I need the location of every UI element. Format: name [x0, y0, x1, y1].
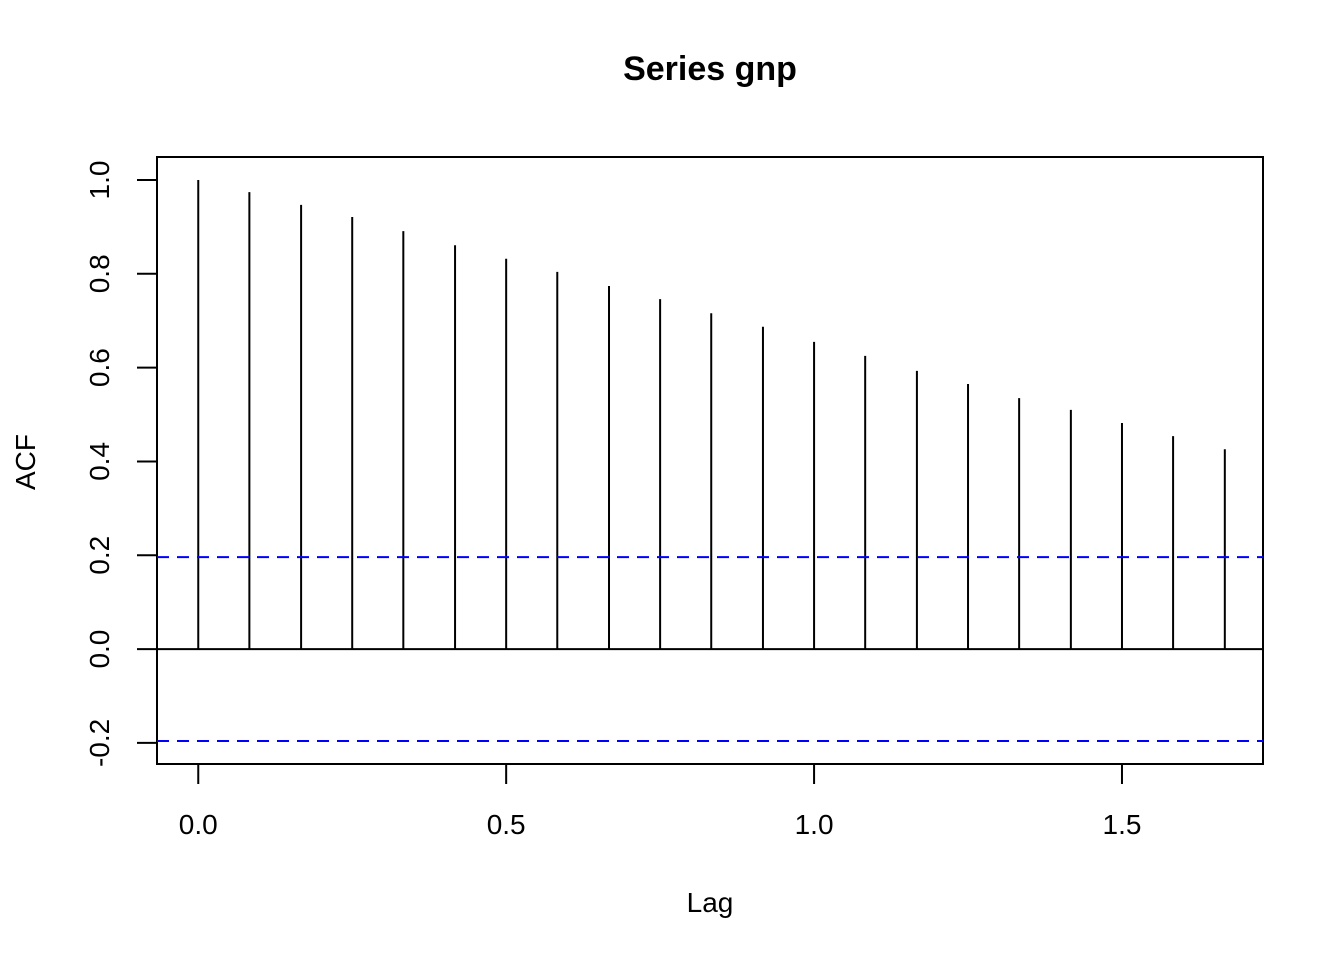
plot-frame — [156, 156, 1264, 765]
y-tick-label: 0.0 — [84, 630, 115, 669]
y-tick-label: 1.0 — [84, 161, 115, 200]
chart-title: Series gnp — [623, 50, 797, 88]
x-tick-label: 1.0 — [795, 809, 834, 840]
y-tick-label: -0.2 — [84, 719, 115, 767]
y-tick-label: 0.8 — [84, 254, 115, 293]
y-tick-label: 0.2 — [84, 536, 115, 575]
y-axis-label: ACF — [10, 434, 41, 490]
y-tick-label: 0.4 — [84, 442, 115, 481]
x-axis-label: Lag — [687, 887, 734, 918]
x-tick-label: 0.5 — [487, 809, 526, 840]
x-tick-label: 0.0 — [179, 809, 218, 840]
y-tick-label: 0.6 — [84, 348, 115, 387]
x-tick-label: 1.5 — [1103, 809, 1142, 840]
